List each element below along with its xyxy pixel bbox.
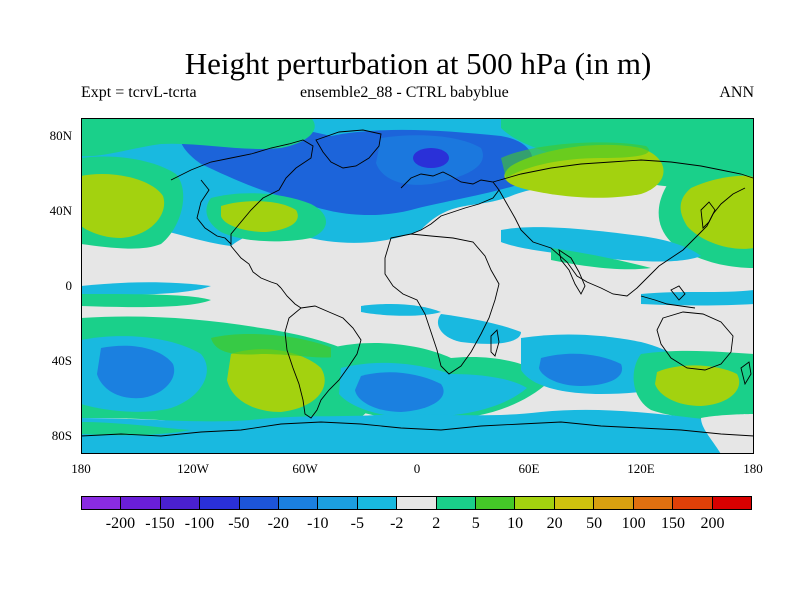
colorbar-label: 50 <box>586 515 603 532</box>
lon-label-60w: 60W <box>292 461 318 476</box>
colorbar-label: -2 <box>390 515 404 532</box>
colorbar-box <box>357 497 398 509</box>
colorbar <box>81 496 752 510</box>
colorbar-box <box>633 497 674 509</box>
colorbar-label: 150 <box>661 515 686 532</box>
colorbar-box <box>279 497 319 509</box>
lat-label-40s: 40S <box>51 353 72 368</box>
colorbar-label: 200 <box>700 515 725 532</box>
lat-label-80s: 80S <box>51 428 72 443</box>
colorbar-label: -200 <box>105 515 136 532</box>
ensemble-label: ensemble2_88 - CTRL babyblue <box>300 84 509 101</box>
lat-label-80n: 80N <box>49 128 72 143</box>
colorbar-label: -5 <box>350 515 364 532</box>
colorbar-label: -20 <box>267 515 289 532</box>
contour-fill <box>81 118 754 454</box>
lat-label-eq: 0 <box>65 278 73 293</box>
lon-label-120e: 120E <box>627 461 655 476</box>
lon-label-0: 0 <box>413 461 421 476</box>
colorbar-box <box>594 497 634 509</box>
colorbar-label: 20 <box>546 515 563 532</box>
lon-label-180e: 180 <box>743 461 763 476</box>
experiment-label: Expt = tcrvL-tcrta <box>81 84 197 101</box>
lon-label-60e: 60E <box>518 461 540 476</box>
colorbar-box <box>397 497 437 509</box>
colorbar-box <box>554 497 595 509</box>
colorbar-box <box>82 497 122 509</box>
season-label: ANN <box>719 84 754 101</box>
coastlines <box>81 129 754 437</box>
map-title: Height perturbation at 500 hPa (in m) <box>184 46 652 81</box>
colorbar-label: 10 <box>507 515 524 532</box>
colorbar-label: -10 <box>307 515 329 532</box>
colorbar-label: -100 <box>184 515 215 532</box>
colorbar-label: 5 <box>471 515 480 532</box>
colorbar-box <box>712 497 751 509</box>
colorbar-box <box>436 497 477 509</box>
colorbar-label: 100 <box>621 515 646 532</box>
colorbar-box <box>200 497 240 509</box>
colorbar-box <box>476 497 516 509</box>
colorbar-box <box>515 497 555 509</box>
colorbar-box <box>121 497 161 509</box>
lon-label-120w: 120W <box>177 461 209 476</box>
lon-label-180w: 180 <box>71 461 91 476</box>
colorbar-label: 2 <box>432 515 441 532</box>
colorbar-box <box>239 497 280 509</box>
colorbar-box <box>673 497 713 509</box>
colorbar-label: -150 <box>145 515 175 532</box>
colorbar-box <box>318 497 358 509</box>
contour-map <box>81 118 754 454</box>
colorbar-label: -50 <box>228 515 250 532</box>
colorbar-box <box>160 497 201 509</box>
lat-label-40n: 40N <box>49 203 72 218</box>
